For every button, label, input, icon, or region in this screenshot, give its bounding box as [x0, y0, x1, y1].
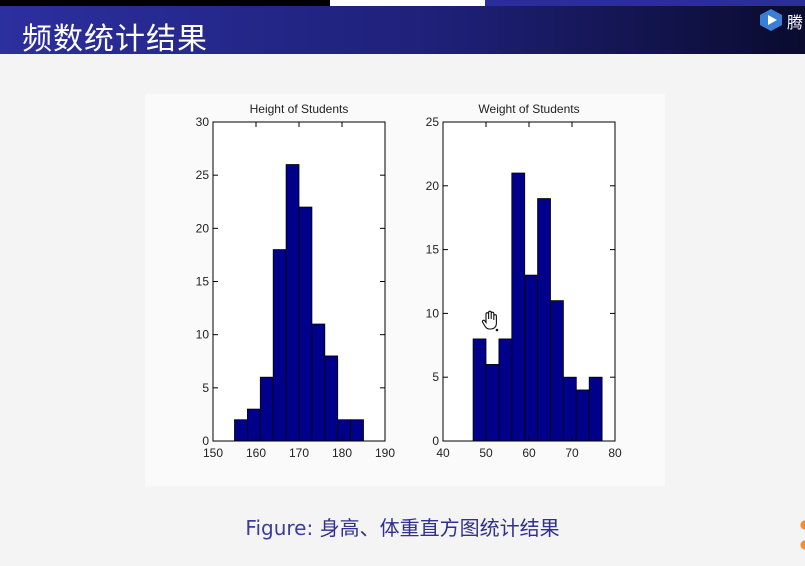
x-tick-label: 170	[289, 446, 309, 460]
histogram-bar	[298, 206, 313, 442]
x-tick-label: 180	[332, 446, 352, 460]
histogram-bar	[563, 376, 577, 442]
brand-text: 腾	[787, 13, 804, 32]
histogram-bar	[285, 164, 300, 442]
histogram-bar	[537, 198, 551, 442]
histogram-bar	[337, 419, 352, 442]
brand-logo[interactable]: 腾	[757, 8, 805, 32]
figure-caption: Figure: 身高、体重直方图统计结果	[0, 512, 805, 541]
histogram-bar	[272, 249, 287, 442]
histogram-bar	[511, 172, 526, 442]
histogram-bar	[485, 364, 500, 442]
y-tick-label: 25	[426, 115, 440, 129]
hand-cursor-icon	[481, 310, 499, 332]
histogram-bar	[588, 376, 603, 442]
histogram-bar	[311, 323, 326, 442]
y-tick-label: 30	[196, 115, 210, 129]
histogram-bar	[350, 419, 364, 442]
y-tick-label: 0	[432, 434, 439, 448]
top-strip	[0, 0, 805, 6]
play-icon	[760, 9, 782, 31]
histogram-bar	[472, 338, 487, 442]
y-tick-label: 10	[196, 328, 210, 342]
corner-decoration	[799, 505, 805, 565]
histogram-bar	[575, 389, 590, 442]
y-tick-label: 20	[196, 221, 210, 235]
x-tick-label: 150	[203, 446, 223, 460]
histogram-bar	[324, 355, 339, 442]
x-tick-label: 160	[246, 446, 266, 460]
y-tick-label: 15	[196, 275, 210, 289]
caption-label: Figure:	[245, 516, 314, 540]
y-tick-label: 15	[426, 243, 440, 257]
histogram-bar	[259, 376, 274, 442]
top-strip-accent	[485, 0, 805, 6]
y-tick-label: 10	[426, 306, 440, 320]
y-tick-label: 5	[432, 370, 439, 384]
y-tick-label: 0	[202, 434, 209, 448]
x-tick-label: 70	[565, 446, 579, 460]
x-tick-label: 60	[522, 446, 536, 460]
histogram-1: 150 160 170 180 190 0 5 10 15 20 25 30 Height of Stu…	[196, 102, 396, 460]
x-tick-label: 50	[479, 446, 493, 460]
chart-title: Weight of Students	[478, 102, 579, 116]
slide-title-bar: 频数统计结果 腾	[0, 6, 805, 57]
histogram-bar	[524, 274, 539, 442]
y-tick-label: 20	[426, 179, 440, 193]
histogram-bar	[234, 419, 248, 442]
x-tick-label: 190	[375, 446, 395, 460]
slide-title: 频数统计结果	[22, 22, 208, 57]
histogram-bar	[550, 300, 564, 442]
histogram-bar	[246, 408, 261, 442]
chart-title: Height of Students	[250, 102, 349, 116]
caption-text: 身高、体重直方图统计结果	[319, 516, 560, 540]
x-tick-label: 80	[608, 446, 622, 460]
y-tick-label: 5	[202, 381, 209, 395]
y-tick-label: 25	[196, 168, 210, 182]
top-strip-highlight	[330, 0, 485, 6]
histogram-bar	[498, 338, 513, 442]
histogram-2: 40 50 60 70 80 0 5 10 15 20 25 Weight of Students	[426, 102, 622, 460]
x-tick-label: 40	[436, 446, 450, 460]
